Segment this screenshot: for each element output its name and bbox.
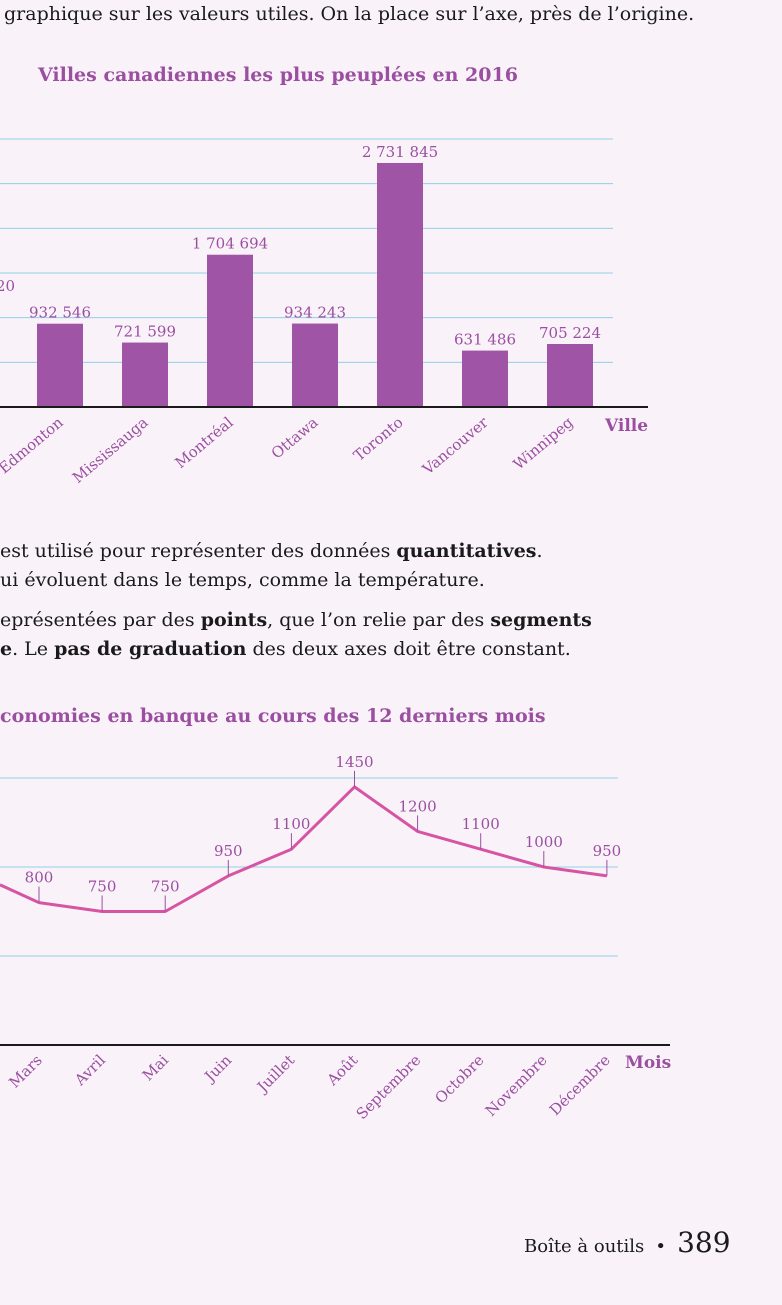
bar-1 [122, 342, 168, 407]
bar-value-label-0: 932 546 [29, 304, 91, 322]
bar-0 [37, 323, 83, 407]
line-month-label-2: Mai [139, 1051, 172, 1084]
bar-6 [547, 344, 593, 407]
p2-text-c: , que l’on relie par des [267, 609, 491, 631]
line-value-label-7: 1100 [462, 815, 500, 833]
bar-value-label-4: 2 731 845 [362, 143, 438, 161]
bar-5 [462, 350, 508, 407]
footer-label: Boîte à outils [524, 1236, 645, 1257]
line-month-label-0: Mars [5, 1051, 45, 1091]
line-value-label-0: 800 [25, 869, 54, 887]
paragraph-1-line-2: ui évoluent dans le temps, comme la temp… [0, 569, 485, 591]
line-month-label-6: Septembre [353, 1051, 425, 1123]
paragraph-2-line-2: e. Le pas de graduation des deux axes do… [0, 635, 571, 664]
line-value-label-8: 1000 [525, 833, 563, 851]
line-month-label-7: Octobre [431, 1051, 487, 1107]
p1-text-a: est utilisé pour représenter des données [0, 540, 397, 562]
line-value-label-4: 1100 [272, 815, 310, 833]
bar-value-label-2: 1 704 694 [192, 235, 268, 253]
line-x-axis-label: Mois [625, 1053, 671, 1073]
p2-text-d: des deux axes doit être constant. [246, 638, 571, 660]
p2-text-a: eprésentées par des [0, 609, 201, 631]
intro-text: graphique sur les valeurs utiles. On la … [4, 3, 695, 25]
bar-value-label-6: 705 224 [539, 324, 601, 342]
line-month-label-9: Décembre [546, 1051, 614, 1119]
paragraph-1-line-1: est utilisé pour représenter des données… [0, 537, 543, 566]
p2-text-b: . Le [12, 638, 55, 660]
line-month-label-8: Novembre [482, 1051, 551, 1120]
bar-value-label-5: 631 486 [454, 331, 516, 349]
footer-bullet: • [655, 1236, 667, 1257]
p1-bold-quantitatives: quantitatives [396, 540, 537, 562]
page-number: 389 [677, 1226, 731, 1259]
line-value-label-1: 750 [88, 878, 117, 896]
bar-value-label-1: 721 599 [114, 323, 176, 341]
line-value-label-3: 950 [214, 842, 243, 860]
p2-bold-segments: segments [490, 609, 592, 631]
line-value-label-6: 1200 [399, 797, 437, 815]
line-value-label-5: 1450 [335, 753, 373, 771]
line-month-label-3: Juin [200, 1051, 236, 1087]
line-chart-title: conomies en banque au cours des 12 derni… [0, 705, 546, 727]
p2-bold-points: points [200, 609, 268, 631]
bar-4 [377, 162, 423, 407]
paragraph-2-line-1: eprésentées par des points, que l’on rel… [0, 606, 592, 635]
line-value-label-9: 950 [593, 842, 622, 860]
p2-bold-pas-de-graduation: pas de graduation [54, 638, 247, 660]
line-value-label-2: 750 [151, 878, 180, 896]
bar-chart-title: Villes canadiennes les plus peuplées en … [38, 64, 518, 86]
bar-2 [207, 254, 253, 407]
page-footer: Boîte à outils • 389 [524, 1226, 731, 1259]
bar-3 [292, 323, 338, 407]
bar-partial-value-label: 20 [0, 277, 15, 295]
line-month-label-4: Juillet [252, 1051, 298, 1097]
p1-text-c: . [536, 540, 543, 562]
bar-x-axis-label: Ville [604, 416, 648, 436]
line-month-label-5: Août [323, 1051, 362, 1090]
p2-bold-e: e [0, 638, 13, 660]
line-month-label-1: Avril [70, 1051, 109, 1090]
bar-value-label-3: 934 243 [284, 304, 346, 322]
